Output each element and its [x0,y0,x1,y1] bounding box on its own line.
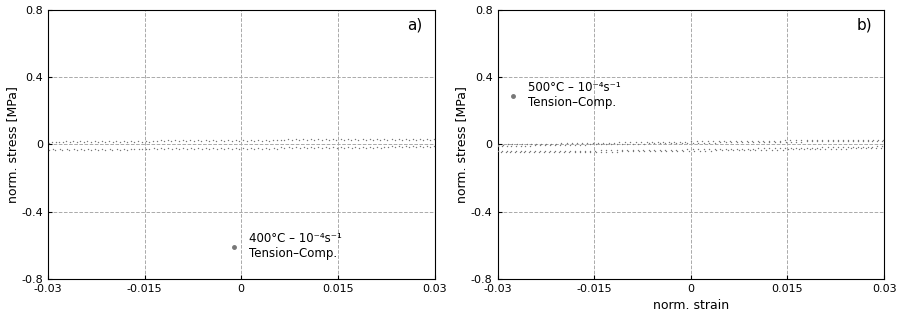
Y-axis label: norm. stress [MPa]: norm. stress [MPa] [456,86,468,203]
Y-axis label: norm. stress [MPa]: norm. stress [MPa] [5,86,19,203]
Text: 400°C – 10⁻⁴s⁻¹
Tension–Comp.: 400°C – 10⁻⁴s⁻¹ Tension–Comp. [249,232,342,260]
Text: a): a) [408,17,423,33]
X-axis label: norm. strain: norm. strain [653,300,729,313]
Text: 500°C – 10⁻⁴s⁻¹
Tension–Comp.: 500°C – 10⁻⁴s⁻¹ Tension–Comp. [529,81,621,109]
Text: b): b) [857,17,873,33]
